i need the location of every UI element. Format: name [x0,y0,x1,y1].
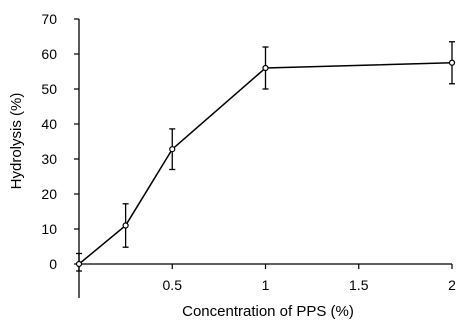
y-tick-label: 50 [41,81,57,97]
series-line [78,62,453,265]
y-axis-ticks: 0 10 20 30 40 50 60 70 [41,11,79,272]
x-tick-label: 0.5 [163,277,183,293]
y-axis-label: Hydrolysis (%) [8,93,25,190]
series-layer [75,41,456,272]
data-point [169,146,176,153]
x-tick-label: 2 [448,277,456,293]
data-point [75,260,83,268]
data-point [122,222,129,229]
x-tick-label: 1 [262,277,270,293]
data-point [262,64,269,72]
x-axis-label: Concentration of PPS (%) [182,303,354,320]
y-tick-label: 30 [41,151,57,167]
y-tick-label: 60 [41,46,57,62]
x-tick-label: 1.5 [349,277,369,293]
x-axis-ticks: 0.5 1 1.5 2 [163,264,456,293]
y-tick-label: 20 [41,186,57,202]
y-tick-label: 0 [49,256,57,272]
data-point [448,59,456,66]
y-tick-label: 40 [41,116,57,132]
y-tick-label: 10 [41,221,57,237]
y-tick-label: 70 [41,11,57,27]
